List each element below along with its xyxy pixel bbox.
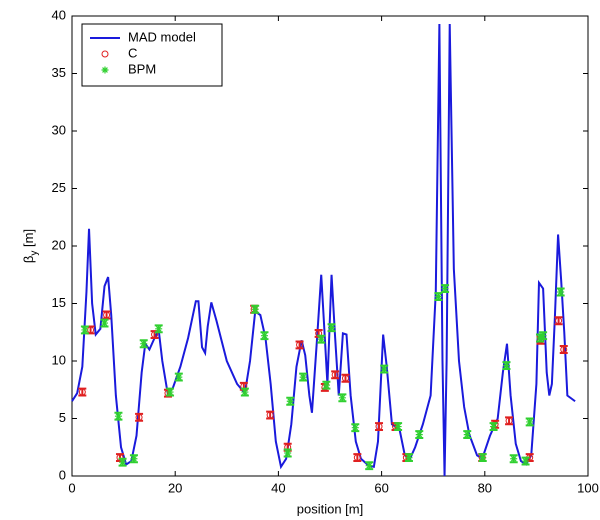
data-point [338,394,346,402]
data-point [560,346,568,353]
x-axis-label: position [m] [297,501,363,516]
data-point [317,335,325,343]
legend-swatch [101,50,109,58]
x-tick-label: 20 [168,480,182,495]
y-tick-label: 25 [52,180,66,195]
data-point [81,326,89,334]
data-point [351,424,359,432]
x-tick-label: 60 [374,480,388,495]
data-point [135,413,143,421]
data-point [103,311,111,319]
data-point [155,325,163,333]
data-point [415,431,423,439]
data-point [328,324,336,332]
legend-label: MAD model [128,29,196,44]
data-point [322,381,330,389]
data-point [505,417,513,425]
data-point [510,455,518,463]
y-axis-label: βy [m] [21,229,39,263]
data-point [130,455,138,463]
y-label-unit: [m] [21,229,36,251]
data-point [116,454,124,462]
data-point [490,423,498,431]
data-point [479,454,487,462]
y-tick-label: 10 [52,352,66,367]
data-point [296,341,304,349]
data-point [353,454,361,462]
data-point [365,462,373,470]
data-point [522,457,530,465]
data-point [299,373,307,381]
data-point [101,319,109,327]
data-point [441,285,449,293]
data-point [539,332,547,340]
y-tick-label: 0 [59,467,66,482]
y-tick-label: 40 [52,7,66,22]
data-point [434,293,442,301]
y-tick-label: 35 [52,65,66,80]
data-point [331,371,339,379]
data-point [166,388,174,396]
y-tick-label: 5 [59,410,66,425]
y-label-subscript: y [29,251,40,256]
data-point [175,373,183,381]
legend-label: C [128,45,137,60]
x-tick-label: 80 [478,480,492,495]
data-point [286,397,294,405]
data-point [114,412,122,420]
plot-frame [71,15,589,477]
legend-box [81,23,223,87]
data-point [266,411,274,419]
x-tick-label: 40 [271,480,285,495]
data-point [394,423,402,431]
data-point [78,388,86,396]
x-tick-label: 0 [68,480,75,495]
data-point [140,340,148,348]
data-point [260,332,268,340]
y-tick-label: 15 [52,295,66,310]
data-point [555,317,563,325]
data-point [241,388,249,396]
legend-swatch [101,66,109,74]
data-point [502,362,510,370]
data-point [557,288,565,296]
y-label-symbol: β [21,256,36,263]
data-point [151,331,159,339]
data-point [526,418,534,426]
y-tick-label: 20 [52,237,66,252]
data-point [380,365,388,373]
data-point [341,374,349,382]
data-point [536,334,544,342]
data-point [119,458,127,466]
x-tick-label: 100 [577,480,599,495]
y-tick-label: 30 [52,122,66,137]
data-point [375,423,383,431]
legend-label: BPM [128,61,156,76]
data-point [251,305,259,313]
data-point [463,431,471,439]
data-point [405,454,413,462]
data-point [284,449,292,457]
